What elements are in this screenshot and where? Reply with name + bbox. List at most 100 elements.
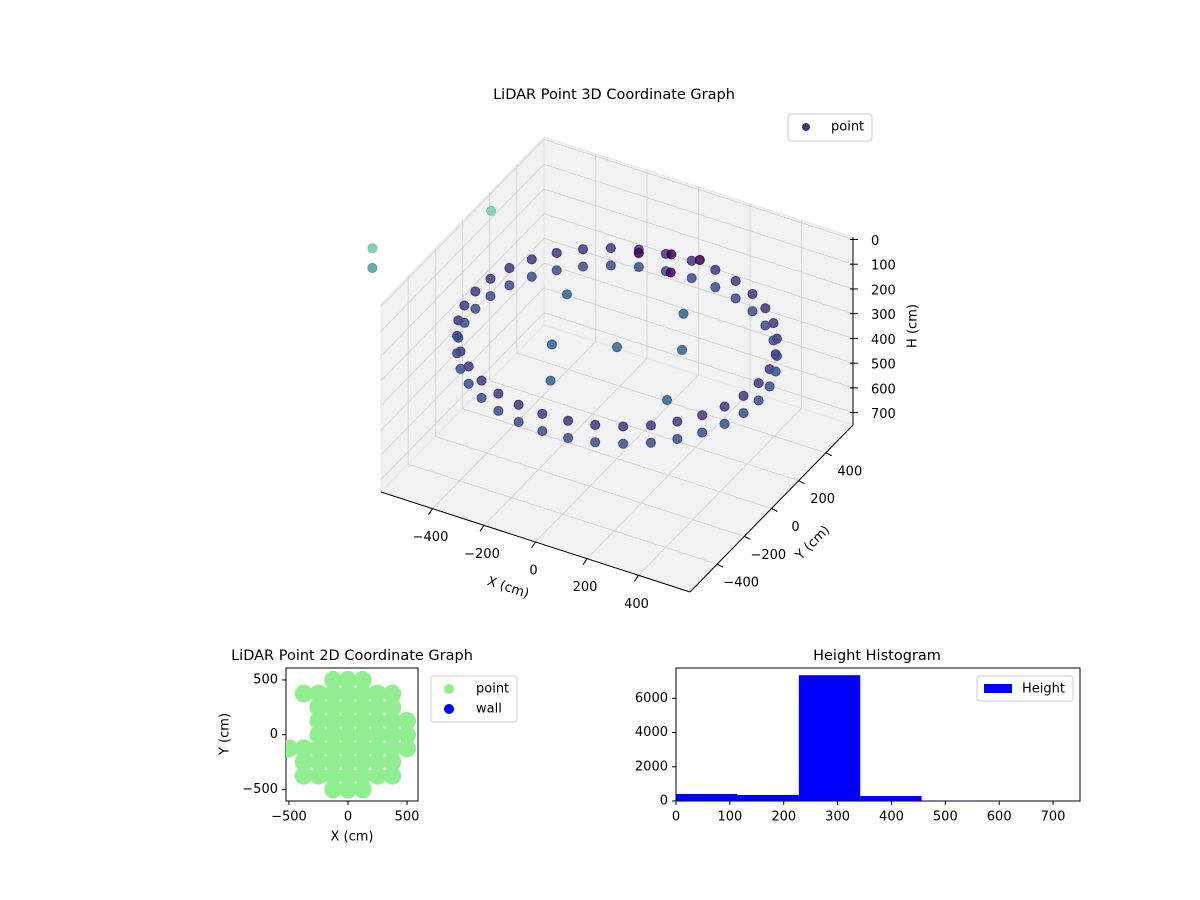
y-tick-label: 2000 bbox=[635, 759, 668, 774]
point bbox=[383, 766, 402, 785]
points bbox=[286, 670, 417, 799]
x-tick-label: 700 bbox=[1041, 810, 1066, 825]
point bbox=[618, 438, 629, 449]
point bbox=[694, 254, 705, 265]
grid-line bbox=[516, 352, 826, 454]
point bbox=[324, 670, 343, 689]
point bbox=[324, 684, 343, 703]
tick-mark bbox=[798, 480, 805, 485]
point bbox=[672, 416, 683, 427]
point bbox=[463, 378, 474, 389]
point bbox=[294, 753, 313, 772]
point bbox=[545, 375, 556, 386]
x-tick-label: 0 bbox=[344, 810, 352, 825]
point bbox=[738, 408, 749, 419]
point bbox=[353, 711, 372, 730]
point bbox=[618, 421, 629, 432]
point bbox=[578, 261, 589, 272]
point bbox=[459, 300, 470, 311]
x-tick-label: 400 bbox=[624, 597, 649, 612]
x-tick-label: −500 bbox=[271, 810, 307, 825]
y-tick-label: −400 bbox=[723, 576, 759, 591]
grid-line bbox=[380, 188, 545, 357]
point bbox=[324, 739, 343, 758]
point bbox=[309, 753, 328, 772]
x-axis-label: X (cm) bbox=[331, 830, 374, 845]
point bbox=[768, 335, 779, 346]
point bbox=[513, 399, 524, 410]
tick-mark bbox=[716, 563, 724, 568]
point bbox=[368, 684, 387, 703]
grid-line bbox=[435, 435, 745, 537]
point bbox=[730, 276, 741, 287]
point bbox=[747, 306, 758, 317]
tick-mark bbox=[634, 575, 639, 582]
point bbox=[760, 303, 771, 314]
z-tick-label: 300 bbox=[871, 308, 896, 323]
point bbox=[324, 698, 343, 717]
point bbox=[672, 433, 683, 444]
point bbox=[453, 332, 464, 343]
point bbox=[537, 426, 548, 437]
point bbox=[309, 684, 328, 703]
point bbox=[485, 273, 496, 284]
legend-box bbox=[430, 675, 518, 723]
point bbox=[309, 725, 328, 744]
point bbox=[476, 392, 487, 403]
z-axis-label: H (cm) bbox=[906, 304, 921, 348]
z-tick-label: 0 bbox=[871, 234, 879, 249]
point bbox=[470, 303, 481, 314]
chart-2d: point wall −500 0 500 −500 0 500 X (cm) Y (cm) LiD… bbox=[218, 648, 518, 845]
point bbox=[383, 684, 402, 703]
point bbox=[368, 725, 387, 744]
point bbox=[398, 711, 417, 730]
point bbox=[493, 388, 504, 399]
z-tick-label: 500 bbox=[871, 358, 896, 373]
point bbox=[309, 766, 328, 785]
point bbox=[551, 265, 562, 276]
bar bbox=[676, 793, 738, 801]
tick-mark bbox=[582, 558, 588, 565]
point bbox=[645, 420, 656, 431]
point bbox=[719, 401, 730, 412]
tick-mark bbox=[744, 535, 751, 540]
point bbox=[770, 366, 781, 377]
point bbox=[383, 698, 402, 717]
point bbox=[561, 289, 572, 300]
y-tick-label: 6000 bbox=[635, 691, 668, 706]
legend-label: point bbox=[476, 682, 509, 697]
chart-3d: −400−2000200400−400−20002004000100200300… bbox=[367, 87, 921, 612]
point bbox=[605, 260, 616, 271]
point bbox=[665, 267, 676, 278]
point bbox=[368, 739, 387, 758]
point bbox=[309, 698, 328, 717]
y-axis bbox=[689, 424, 854, 593]
y-tick-label: 0 bbox=[660, 794, 668, 809]
point bbox=[353, 766, 372, 785]
point bbox=[764, 381, 775, 392]
point bbox=[590, 419, 601, 430]
point bbox=[309, 711, 328, 730]
z-tick-label: 700 bbox=[871, 407, 896, 422]
x-tick-label: −200 bbox=[464, 547, 500, 562]
bars bbox=[676, 675, 1080, 801]
point bbox=[513, 417, 524, 428]
bar bbox=[737, 795, 799, 801]
grid-line bbox=[408, 463, 718, 565]
grid-line bbox=[543, 163, 854, 265]
point bbox=[338, 725, 357, 744]
legend-box bbox=[976, 675, 1074, 702]
point bbox=[463, 361, 474, 372]
point bbox=[504, 263, 515, 274]
point bbox=[605, 243, 616, 254]
x-tick-label: 500 bbox=[933, 810, 958, 825]
point bbox=[367, 263, 378, 274]
point bbox=[338, 670, 357, 689]
point bbox=[368, 711, 387, 730]
grid-line bbox=[380, 163, 545, 332]
point bbox=[526, 271, 537, 282]
point bbox=[367, 243, 378, 254]
x-tick-label: 400 bbox=[879, 810, 904, 825]
legend-marker bbox=[802, 123, 810, 131]
point bbox=[353, 739, 372, 758]
